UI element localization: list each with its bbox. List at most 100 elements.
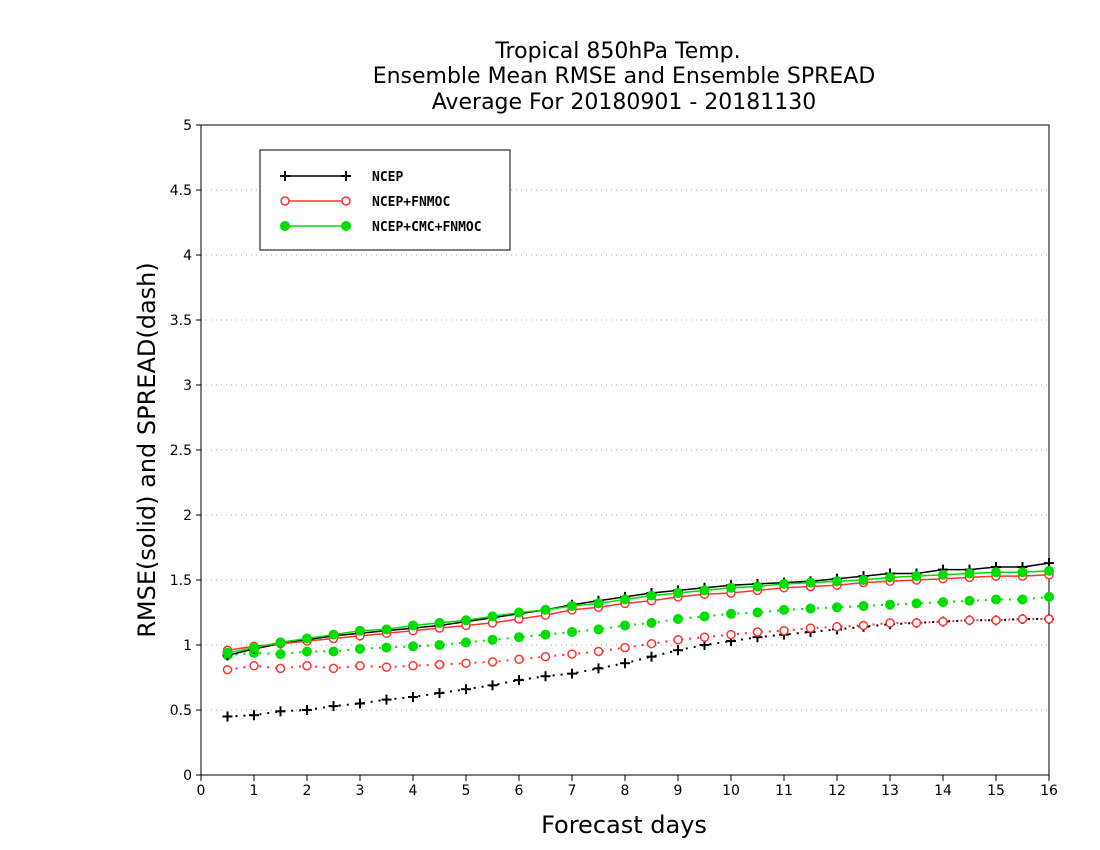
rmse-point-ncep-cmc-fnmoc (938, 569, 948, 580)
spread-point-ncep-cmc-fnmoc (408, 641, 418, 652)
x-tick-label: 12 (828, 783, 846, 799)
spread-point-ncep-fnmoc (408, 661, 418, 671)
spread-point-ncep-cmc-fnmoc (593, 624, 604, 635)
x-tick-label: 4 (409, 783, 418, 799)
spread-point-ncep-fnmoc (673, 635, 683, 645)
rmse-point-ncep-cmc-fnmoc (514, 607, 524, 618)
spread-point-ncep-cmc-fnmoc (567, 627, 577, 637)
spread-point-ncep-cmc-fnmoc (673, 614, 683, 624)
spread-point-ncep-fnmoc (752, 627, 763, 637)
rmse-point-ncep-cmc-fnmoc (673, 588, 683, 598)
rmse-point-ncep-cmc-fnmoc (805, 577, 816, 588)
spread-point-ncep-fnmoc (938, 616, 948, 627)
legend-marker-start-ncep (280, 171, 290, 181)
legend-marker-end-ncep-cmc-fnmoc (341, 221, 351, 231)
spread-point-ncep-cmc-fnmoc (487, 634, 498, 645)
chart-title-line-2: Ensemble Mean RMSE and Ensemble SPREAD (373, 64, 876, 89)
spread-point-ncep-cmc-fnmoc (911, 598, 922, 609)
x-tick-label: 8 (621, 783, 630, 799)
spread-point-ncep-fnmoc (275, 663, 286, 674)
spread-point-ncep-fnmoc (911, 618, 922, 628)
y-tick-label: 2.5 (170, 443, 192, 459)
y-tick-label: 5 (183, 118, 192, 134)
spread-point-ncep-cmc-fnmoc (302, 646, 312, 657)
spread-point-ncep-fnmoc (540, 651, 551, 662)
spread-point-ncep-fnmoc (620, 642, 630, 653)
spread-line-ncep-fnmoc (227, 618, 1049, 671)
rmse-point-ncep-cmc-fnmoc (567, 601, 577, 611)
spread-point-ncep-cmc-fnmoc (991, 594, 1001, 605)
rmse-point-ncep-cmc-fnmoc (858, 575, 869, 585)
spread-point-ncep-fnmoc (381, 662, 392, 672)
spread-point-ncep (302, 705, 312, 715)
rmse-point-ncep-cmc-fnmoc (911, 571, 922, 582)
y-tick-label: 1.5 (170, 573, 192, 589)
spread-point-ncep-cmc-fnmoc (1017, 594, 1028, 605)
series (222, 558, 1054, 722)
spread-point-ncep (381, 694, 392, 705)
spread-point-ncep-cmc-fnmoc (381, 642, 392, 653)
rmse-point-ncep-cmc-fnmoc (885, 572, 895, 583)
gridlines (201, 189, 1049, 711)
x-tick-label: 0 (197, 783, 206, 799)
spread-point-ncep-cmc-fnmoc (1044, 591, 1054, 602)
rmse-point-ncep-cmc-fnmoc (620, 594, 630, 605)
spread-point-ncep-fnmoc (832, 622, 842, 632)
spread-point-ncep-cmc-fnmoc (461, 637, 471, 648)
spread-point-ncep (567, 668, 577, 679)
x-tick-label: 5 (462, 783, 471, 799)
spread-point-ncep-cmc-fnmoc (275, 649, 286, 660)
spread-point-ncep (408, 692, 418, 702)
spread-point-ncep-fnmoc (434, 659, 445, 670)
spread-point-ncep-fnmoc (249, 661, 259, 671)
rmse-point-ncep-cmc-fnmoc (249, 642, 259, 653)
spread-point-ncep (620, 658, 630, 669)
spread-point-ncep-fnmoc (593, 646, 604, 657)
rmse-line-ncep (227, 562, 1050, 657)
spread-point-ncep-fnmoc (779, 625, 789, 636)
x-tick-label: 14 (934, 783, 952, 799)
y-tick-label: 0.5 (170, 703, 192, 719)
axis-ticks: 00.511.522.533.544.550 1 2 3 4 5 6 7 8 9 10 11 12 13 1… (170, 118, 1058, 799)
rmse-point-ncep-cmc-fnmoc (381, 624, 392, 635)
x-tick-label: 6 (515, 783, 524, 799)
spread-point-ncep-cmc-fnmoc (779, 604, 789, 615)
spread-point-ncep-fnmoc (328, 663, 339, 674)
rmse-point-ncep-cmc-fnmoc (302, 633, 312, 644)
spread-point-ncep-cmc-fnmoc (699, 611, 710, 622)
x-tick-label: 13 (881, 783, 899, 799)
legend-box (259, 149, 511, 251)
spread-point-ncep-cmc-fnmoc (938, 597, 948, 608)
legend-label-ncep-fnmoc: NCEP+FNMOC (372, 195, 450, 210)
spread-point-ncep-fnmoc (355, 661, 365, 671)
y-tick-label: 4 (183, 248, 192, 264)
rmse-point-ncep-cmc-fnmoc (593, 598, 604, 609)
rmse-point-ncep-cmc-fnmoc (1017, 567, 1028, 578)
spread-point-ncep-fnmoc (514, 654, 524, 665)
rmse-point-ncep-cmc-fnmoc (699, 585, 710, 596)
spread-point-ncep-cmc-fnmoc (434, 640, 445, 650)
spread-point-ncep-fnmoc (646, 638, 657, 649)
y-tick-label: 3.5 (170, 313, 192, 329)
spread-point-ncep-fnmoc (726, 629, 736, 640)
rmse-line-ncep-cmc-fnmoc (227, 570, 1050, 654)
spread-point-ncep-cmc-fnmoc (620, 620, 630, 631)
rmse-point-ncep-cmc-fnmoc (832, 576, 842, 587)
spread-point-ncep-cmc-fnmoc (805, 603, 816, 614)
spread-point-ncep-fnmoc (302, 661, 312, 671)
rmse-point-ncep-cmc-fnmoc (726, 582, 736, 593)
rmse-point-ncep-cmc-fnmoc (1044, 565, 1054, 576)
spread-point-ncep-fnmoc (991, 615, 1001, 626)
rmse-point-ncep-cmc-fnmoc (355, 625, 365, 636)
spread-point-ncep (646, 651, 657, 662)
x-tick-label: 7 (568, 783, 577, 799)
rmse-point-ncep-cmc-fnmoc (540, 604, 551, 615)
y-tick-label: 3 (183, 378, 192, 394)
spread-point-ncep-cmc-fnmoc (752, 607, 763, 618)
spread-point-ncep-cmc-fnmoc (328, 646, 339, 657)
spread-point-ncep-cmc-fnmoc (540, 629, 551, 640)
rmse-point-ncep-cmc-fnmoc (487, 611, 498, 622)
chart-title-line-3: Average For 20180901 - 20181130 (432, 90, 817, 115)
x-tick-label: 10 (722, 783, 740, 799)
spread-point-ncep (249, 710, 259, 721)
